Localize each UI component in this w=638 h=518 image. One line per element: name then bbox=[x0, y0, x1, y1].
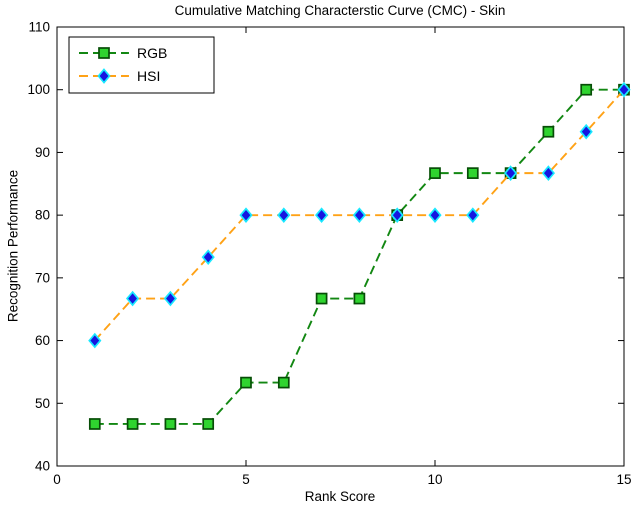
rgb-marker bbox=[164, 418, 177, 430]
rgb-marker bbox=[580, 83, 593, 96]
x-axis-label: Rank Score bbox=[304, 489, 376, 504]
rgb-marker bbox=[277, 376, 290, 389]
hsi-marker bbox=[88, 332, 102, 349]
legend-marker-rgb bbox=[98, 47, 110, 59]
hsi-marker bbox=[314, 207, 329, 223]
y-tick-label: 90 bbox=[35, 145, 50, 160]
hsi-marker bbox=[125, 290, 140, 307]
rgb-marker bbox=[353, 292, 366, 305]
legend-label-hsi: HSI bbox=[137, 68, 160, 84]
hsi-marker bbox=[466, 207, 480, 223]
rgb-marker bbox=[202, 418, 215, 430]
legend-label-rgb: RGB bbox=[137, 45, 167, 61]
x-tick-label: 5 bbox=[242, 472, 250, 487]
hsi-marker bbox=[163, 290, 178, 307]
rgb-marker bbox=[542, 125, 555, 138]
hsi-marker bbox=[239, 207, 253, 223]
rgb-marker bbox=[126, 418, 139, 430]
x-tick-label: 10 bbox=[427, 472, 442, 487]
x-tick-label: 15 bbox=[616, 472, 631, 487]
hsi-marker bbox=[617, 81, 631, 98]
hsi-marker bbox=[579, 123, 593, 140]
hsi-marker bbox=[503, 165, 518, 181]
hsi-marker bbox=[390, 207, 404, 223]
hsi-marker bbox=[541, 165, 556, 181]
y-tick-label: 70 bbox=[35, 270, 50, 285]
y-tick-label: 60 bbox=[35, 333, 50, 348]
legend-marker-hsi bbox=[97, 68, 111, 84]
hsi-marker bbox=[428, 207, 442, 223]
legend-box bbox=[68, 36, 215, 94]
hsi-marker bbox=[201, 249, 215, 265]
y-axis-label: Recognition Performance bbox=[5, 169, 21, 323]
y-tick-label: 110 bbox=[28, 20, 50, 35]
hsi-series-line bbox=[94, 89, 625, 342]
y-tick-label: 50 bbox=[35, 396, 50, 411]
rgb-marker bbox=[240, 376, 252, 389]
chart-title: Cumulative Matching Characterstic Curve … bbox=[174, 3, 506, 18]
rgb-marker bbox=[429, 167, 441, 179]
y-tick-label: 100 bbox=[27, 82, 50, 97]
rgb-marker bbox=[88, 418, 101, 430]
hsi-marker bbox=[352, 207, 367, 223]
y-tick-label: 80 bbox=[35, 208, 50, 223]
x-tick-label: 0 bbox=[53, 472, 61, 487]
hsi-marker bbox=[277, 207, 291, 223]
y-tick-label: 40 bbox=[35, 459, 50, 474]
axes-box bbox=[56, 26, 625, 467]
rgb-marker bbox=[466, 167, 479, 179]
rgb-marker bbox=[315, 292, 328, 305]
